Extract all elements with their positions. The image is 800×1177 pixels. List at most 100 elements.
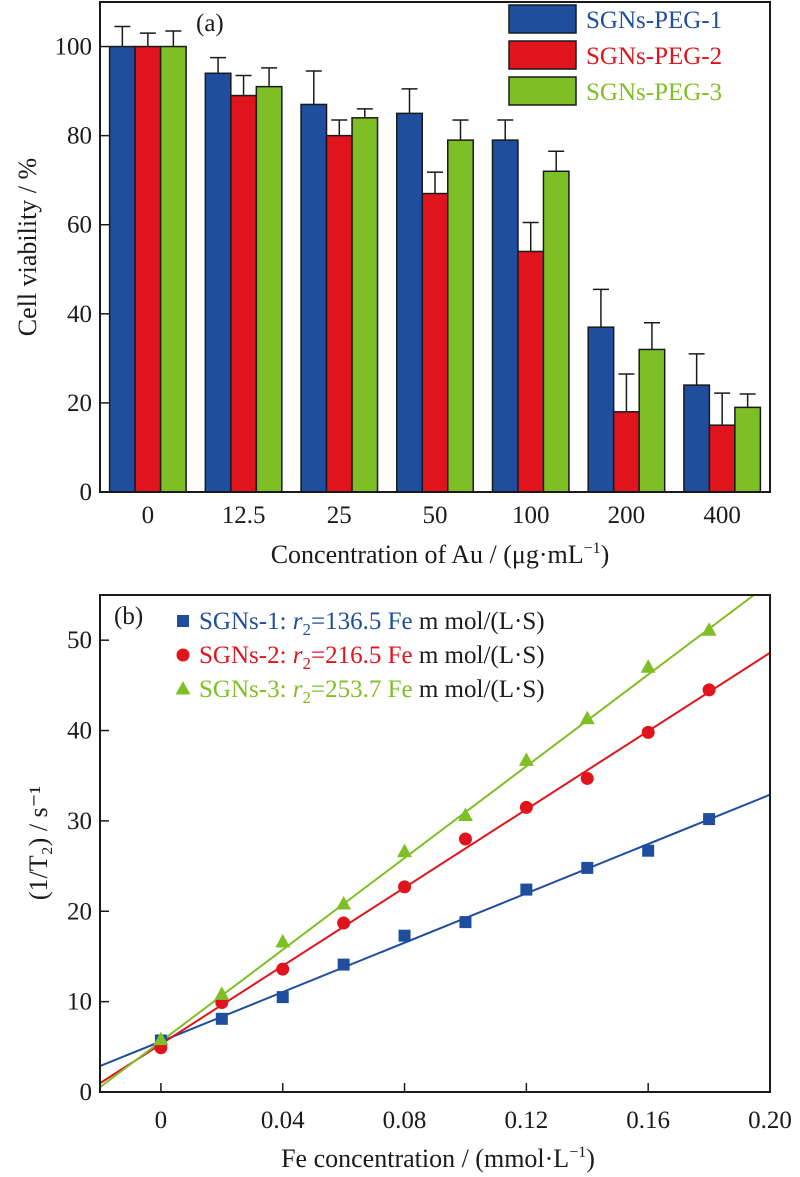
legend-r: r [293,608,303,635]
data-point-triangle [640,659,656,673]
data-point-square [215,1012,228,1025]
bar [351,117,379,493]
y-tick-label: 0 [80,479,93,506]
legend-unit: m mol/(L·S) [413,676,545,703]
data-point-triangle [701,622,717,636]
y-tick-label: 100 [55,34,93,61]
data-point-square [581,861,594,874]
x-axis-label-main: Concentration of Au / (μg·mL [271,540,584,569]
bar [708,424,736,493]
legend-label: SGNs-2: r2=216.5 Fe m mol/(L·S) [199,642,545,673]
y-axis-ticks: 0 20 40 60 80 100 [55,34,109,506]
panel-label-a: (a) [196,10,224,37]
x-tick-label: 400 [703,502,741,529]
data-point-circle [580,771,594,785]
y-tick-label: 20 [67,898,92,925]
legend-unit: m mol/(L·S) [413,608,545,635]
y-tick-label: 10 [67,989,92,1016]
legend-label: SGNs-PEG-3 [586,79,722,106]
legend-equation: =216.5 Fe [311,642,413,669]
x-tick-label: 200 [608,502,646,529]
legend-label: SGNs-PEG-2 [586,43,722,70]
bar-chart-panel: 0 20 40 60 80 100 0 12.5 25 50 100 200 400 (a) Cell… [13,1,771,569]
x-tick-label: 0.20 [748,1107,792,1134]
legend-label: SGNs-3: r2=253.7 Fe m mol/(L·S) [199,676,545,707]
bar [325,134,353,493]
x-tick-label: 0.12 [504,1107,548,1134]
y-axis-ticks: 0 10 20 30 40 50 [67,627,109,1106]
error-bar-group [114,25,756,426]
x-axis-label-end: ) [586,1144,595,1173]
legend-name: SGNs-3: [199,676,293,703]
y-tick-label: 30 [67,808,92,835]
data-point-square [642,844,655,857]
y-tick-label: 40 [67,718,92,745]
bar [638,348,666,493]
x-tick-label: 0 [155,1107,168,1134]
x-axis-label-end: ) [601,540,610,569]
legend-name: SGNs-2: [199,642,293,669]
x-axis-ticks: 0 0.04 0.08 0.12 0.16 0.20 [155,1083,792,1134]
panel-label-b: (b) [114,603,143,630]
legend-equation: =253.7 Fe [311,676,413,703]
x-axis-label-main: Fe concentration / (mmol·L [281,1144,569,1173]
data-point-triangle [153,1031,169,1046]
y-tick-label: 20 [67,390,92,417]
legend-swatch [508,40,577,70]
legend-swatch [508,4,577,34]
data-point-square [276,991,289,1004]
data-point-triangle [518,752,534,766]
data-point-square [398,929,411,942]
x-axis-label: Fe concentration / (mmol·L−1) [281,1144,595,1173]
bar-group [108,45,762,493]
bar [230,94,258,493]
point-group [153,622,717,1055]
bar [108,45,136,493]
fit-line [100,793,770,1067]
bar [517,250,545,493]
data-point-square [337,958,350,971]
bar [396,112,423,493]
legend-subscript: 2 [303,654,312,673]
bar [255,85,283,493]
x-axis-label-sup: −1 [569,1144,586,1161]
bar [612,411,640,493]
x-axis-ticks: 0 12.5 25 50 100 200 400 [142,502,741,529]
legend-swatch [508,76,577,106]
legend-subscript: 2 [303,620,312,639]
bar [204,72,232,493]
legend: SGNs-PEG-1 SGNs-PEG-2 SGNs-PEG-3 [508,4,722,106]
data-point-circle [398,880,412,894]
x-axis-label-sup: −1 [584,540,601,557]
bar [734,406,762,493]
data-point-square [703,813,716,826]
x-tick-label: 12.5 [222,502,266,529]
legend-name: SGNs-1: [199,608,293,635]
bar [159,45,187,493]
data-point-square [520,883,533,896]
bar [134,45,162,493]
x-tick-label: 25 [327,502,352,529]
legend-marker-circle [176,648,190,662]
bar [447,139,474,493]
data-point-triangle [397,843,413,858]
legend-r: r [293,642,303,669]
bar [683,384,711,493]
x-tick-label: 0.16 [626,1107,670,1134]
bar [542,170,570,493]
y-tick-label: 60 [67,212,92,239]
y-axis-label: Cell viability / % [13,158,42,336]
y-axis-label-main: (1/T₂) / s⁻¹ [24,786,53,900]
y-tick-label: 0 [80,1079,93,1106]
legend-label: SGNs-1: r2=136.5 Fe m mol/(L·S) [199,608,545,639]
data-point-circle [337,916,351,930]
fit-line [100,595,756,1089]
data-point-triangle [214,986,230,1000]
legend-equation: =136.5 Fe [311,608,413,635]
plot-frame-a [99,1,771,493]
y-tick-label: 50 [67,627,92,654]
data-point-square [459,916,472,929]
y-axis-label: (1/T₂) / s⁻¹ [24,786,53,900]
data-point-circle [641,725,655,739]
legend-marker-square [177,615,189,627]
